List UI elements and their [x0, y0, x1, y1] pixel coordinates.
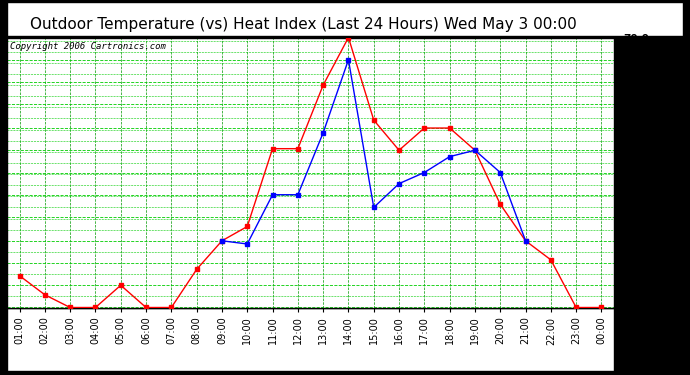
- Text: Copyright 2006 Cartronics.com: Copyright 2006 Cartronics.com: [10, 42, 166, 51]
- Text: Outdoor Temperature (vs) Heat Index (Last 24 Hours) Wed May 3 00:00: Outdoor Temperature (vs) Heat Index (Las…: [30, 17, 577, 32]
